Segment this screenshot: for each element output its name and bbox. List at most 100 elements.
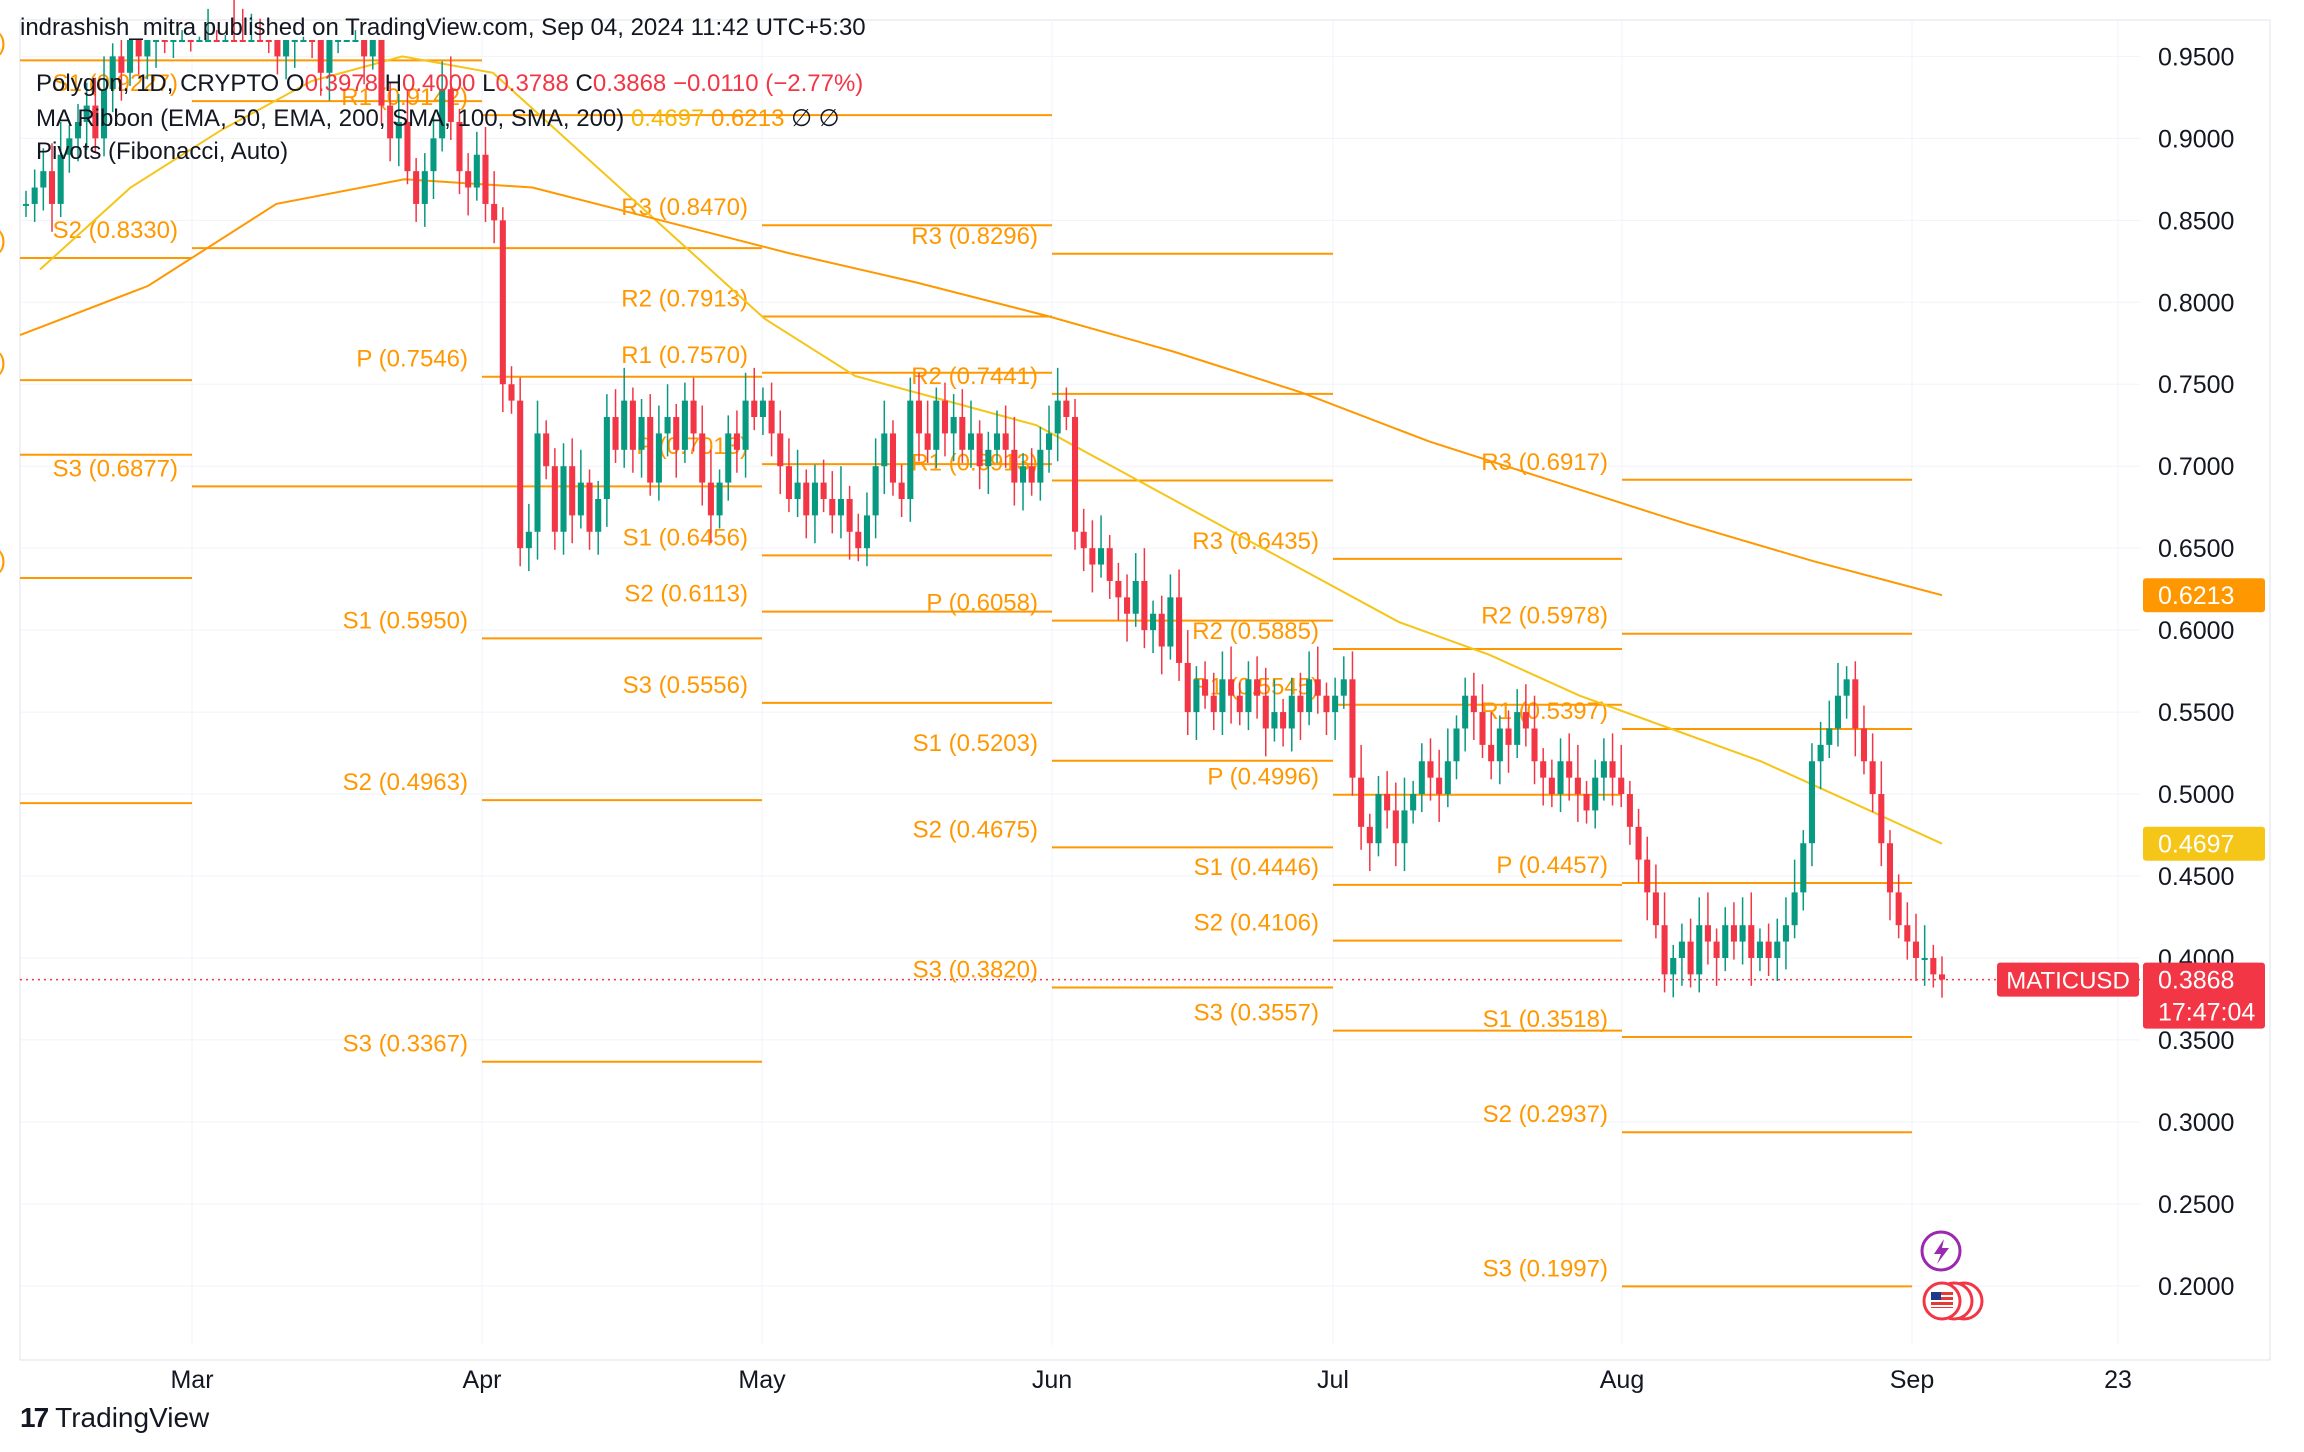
candle-body <box>1071 417 1079 532</box>
candle-body <box>742 400 749 450</box>
candle-body <box>1661 925 1668 975</box>
candle-body <box>499 220 506 385</box>
candle-body <box>889 433 897 483</box>
candle-body <box>31 187 38 204</box>
candle-body <box>664 417 671 434</box>
pivot-label: S3 (0.3820) <box>913 956 1038 983</box>
candle-body <box>1895 892 1902 926</box>
time-tick-label: Mar <box>170 1366 213 1394</box>
candle-body <box>1340 679 1347 696</box>
pivot-label: R1 (0.9142) <box>341 84 468 111</box>
candle-body <box>1904 925 1911 942</box>
symbol-legend[interactable]: Polygon, 1D, CRYPTO O0.3978 H0.4000 L0.3… <box>36 70 863 98</box>
candle-body <box>1618 777 1625 795</box>
candle-body <box>1375 794 1382 844</box>
candle-body <box>1193 679 1200 713</box>
candle-body <box>1886 843 1894 893</box>
candle-body <box>1730 925 1737 942</box>
pivot-label: S1 (0.4446) <box>1194 854 1319 881</box>
tradingview-logo-icon: 17 <box>20 1402 49 1433</box>
pivot-label: R2 (0.5978) <box>1481 603 1608 630</box>
candle-body <box>1132 580 1139 614</box>
candle-body <box>40 171 47 188</box>
pivot-label: S2 (0.4675) <box>913 816 1038 843</box>
candle-body <box>551 466 558 532</box>
time-tick-label: Aug <box>1600 1366 1644 1394</box>
time-axis[interactable]: Mar Apr May Jun Jul Aug Sep 23 <box>170 1366 2131 1394</box>
candle-body <box>1045 433 1053 450</box>
candle-body <box>1574 777 1581 795</box>
pivot-label: R2 (0.7913) <box>621 286 748 313</box>
candle-body <box>525 531 532 549</box>
candle-body <box>1037 449 1044 483</box>
candle-body <box>1063 400 1070 418</box>
time-tick-label: May <box>738 1366 786 1394</box>
candle-body <box>1444 761 1451 795</box>
candle-body <box>1566 761 1573 778</box>
candle-body <box>161 40 168 42</box>
price-tick-label: 0.8000 <box>2158 289 2234 317</box>
candle-body <box>543 433 550 467</box>
candle-body <box>1280 712 1287 729</box>
pivot-label: R1 (0.6913) <box>911 449 1038 476</box>
high-value: 0.4000 <box>402 70 476 97</box>
candle-body <box>1453 728 1460 762</box>
price-tick-label: 0.9000 <box>2158 125 2234 153</box>
candle-body <box>1106 548 1113 581</box>
price-axis[interactable]: 0.9500 0.9000 0.8500 0.8000 0.7500 0.7000 0.65… <box>2158 43 2234 1300</box>
pivot-label: R3 (0.6917) <box>1481 449 1608 476</box>
candle-body <box>135 40 142 57</box>
candle-body <box>118 56 125 73</box>
candle-body <box>170 40 177 42</box>
candle-body <box>205 40 212 42</box>
candle-body <box>985 449 992 467</box>
candle-body <box>1462 695 1469 729</box>
time-tick-label: Sep <box>1890 1366 1934 1394</box>
candle-body <box>690 400 697 434</box>
candle-body <box>1930 957 1937 975</box>
candle-body <box>881 433 888 467</box>
ma-ribbon-legend[interactable]: MA Ribbon (EMA, 50, EMA, 200, SMA, 100, … <box>36 104 840 133</box>
candle-body <box>1765 941 1772 958</box>
candle-body <box>1548 777 1555 795</box>
candle-body <box>1349 679 1356 778</box>
candle-body <box>456 121 463 172</box>
candle-body <box>725 433 732 483</box>
candle-body <box>560 466 567 532</box>
candle-body <box>1592 777 1599 811</box>
tradingview-brand[interactable]: 17 TradingView <box>20 1402 209 1434</box>
open-label: O <box>285 70 305 97</box>
price-tag <box>2143 962 2265 1029</box>
chart-frame <box>19 19 2271 1361</box>
candle-body <box>1644 859 1651 893</box>
brand-name: TradingView <box>55 1402 210 1433</box>
candle-body <box>48 171 56 204</box>
candle-body <box>1800 843 1807 893</box>
pivot-label: R3 (0.8470) <box>621 194 748 221</box>
open-value: 0.3978 <box>304 70 378 97</box>
candle-body <box>1635 826 1642 860</box>
candle-body <box>967 433 975 450</box>
candle-body <box>1782 925 1789 942</box>
price-tick-label: 0.5000 <box>2158 781 2234 809</box>
candle-body <box>1938 974 1946 980</box>
candle-body <box>1678 941 1685 958</box>
time-tick-label: 23 <box>2104 1366 2132 1394</box>
pivots-label: Pivots (Fibonacci, Auto) <box>36 138 289 165</box>
candle-body <box>1141 580 1148 631</box>
candle-body <box>326 40 333 73</box>
pivot-label: P (0.4996) <box>1207 764 1319 791</box>
pivots-legend[interactable]: Pivots (Fibonacci, Auto) <box>36 138 288 166</box>
candle-body <box>1670 957 1677 975</box>
candle-body <box>300 40 307 42</box>
time-tick-label: Jul <box>1317 1366 1349 1394</box>
candle-body <box>153 40 160 42</box>
candle-body <box>1245 679 1252 713</box>
event-icons[interactable] <box>1920 1230 1984 1321</box>
pivot-label: S1 (0.6456) <box>623 524 748 551</box>
candle-body <box>378 40 385 106</box>
pivot-label: P (0.9476) <box>0 29 6 56</box>
candle-body <box>222 40 229 42</box>
candles <box>22 0 1946 998</box>
